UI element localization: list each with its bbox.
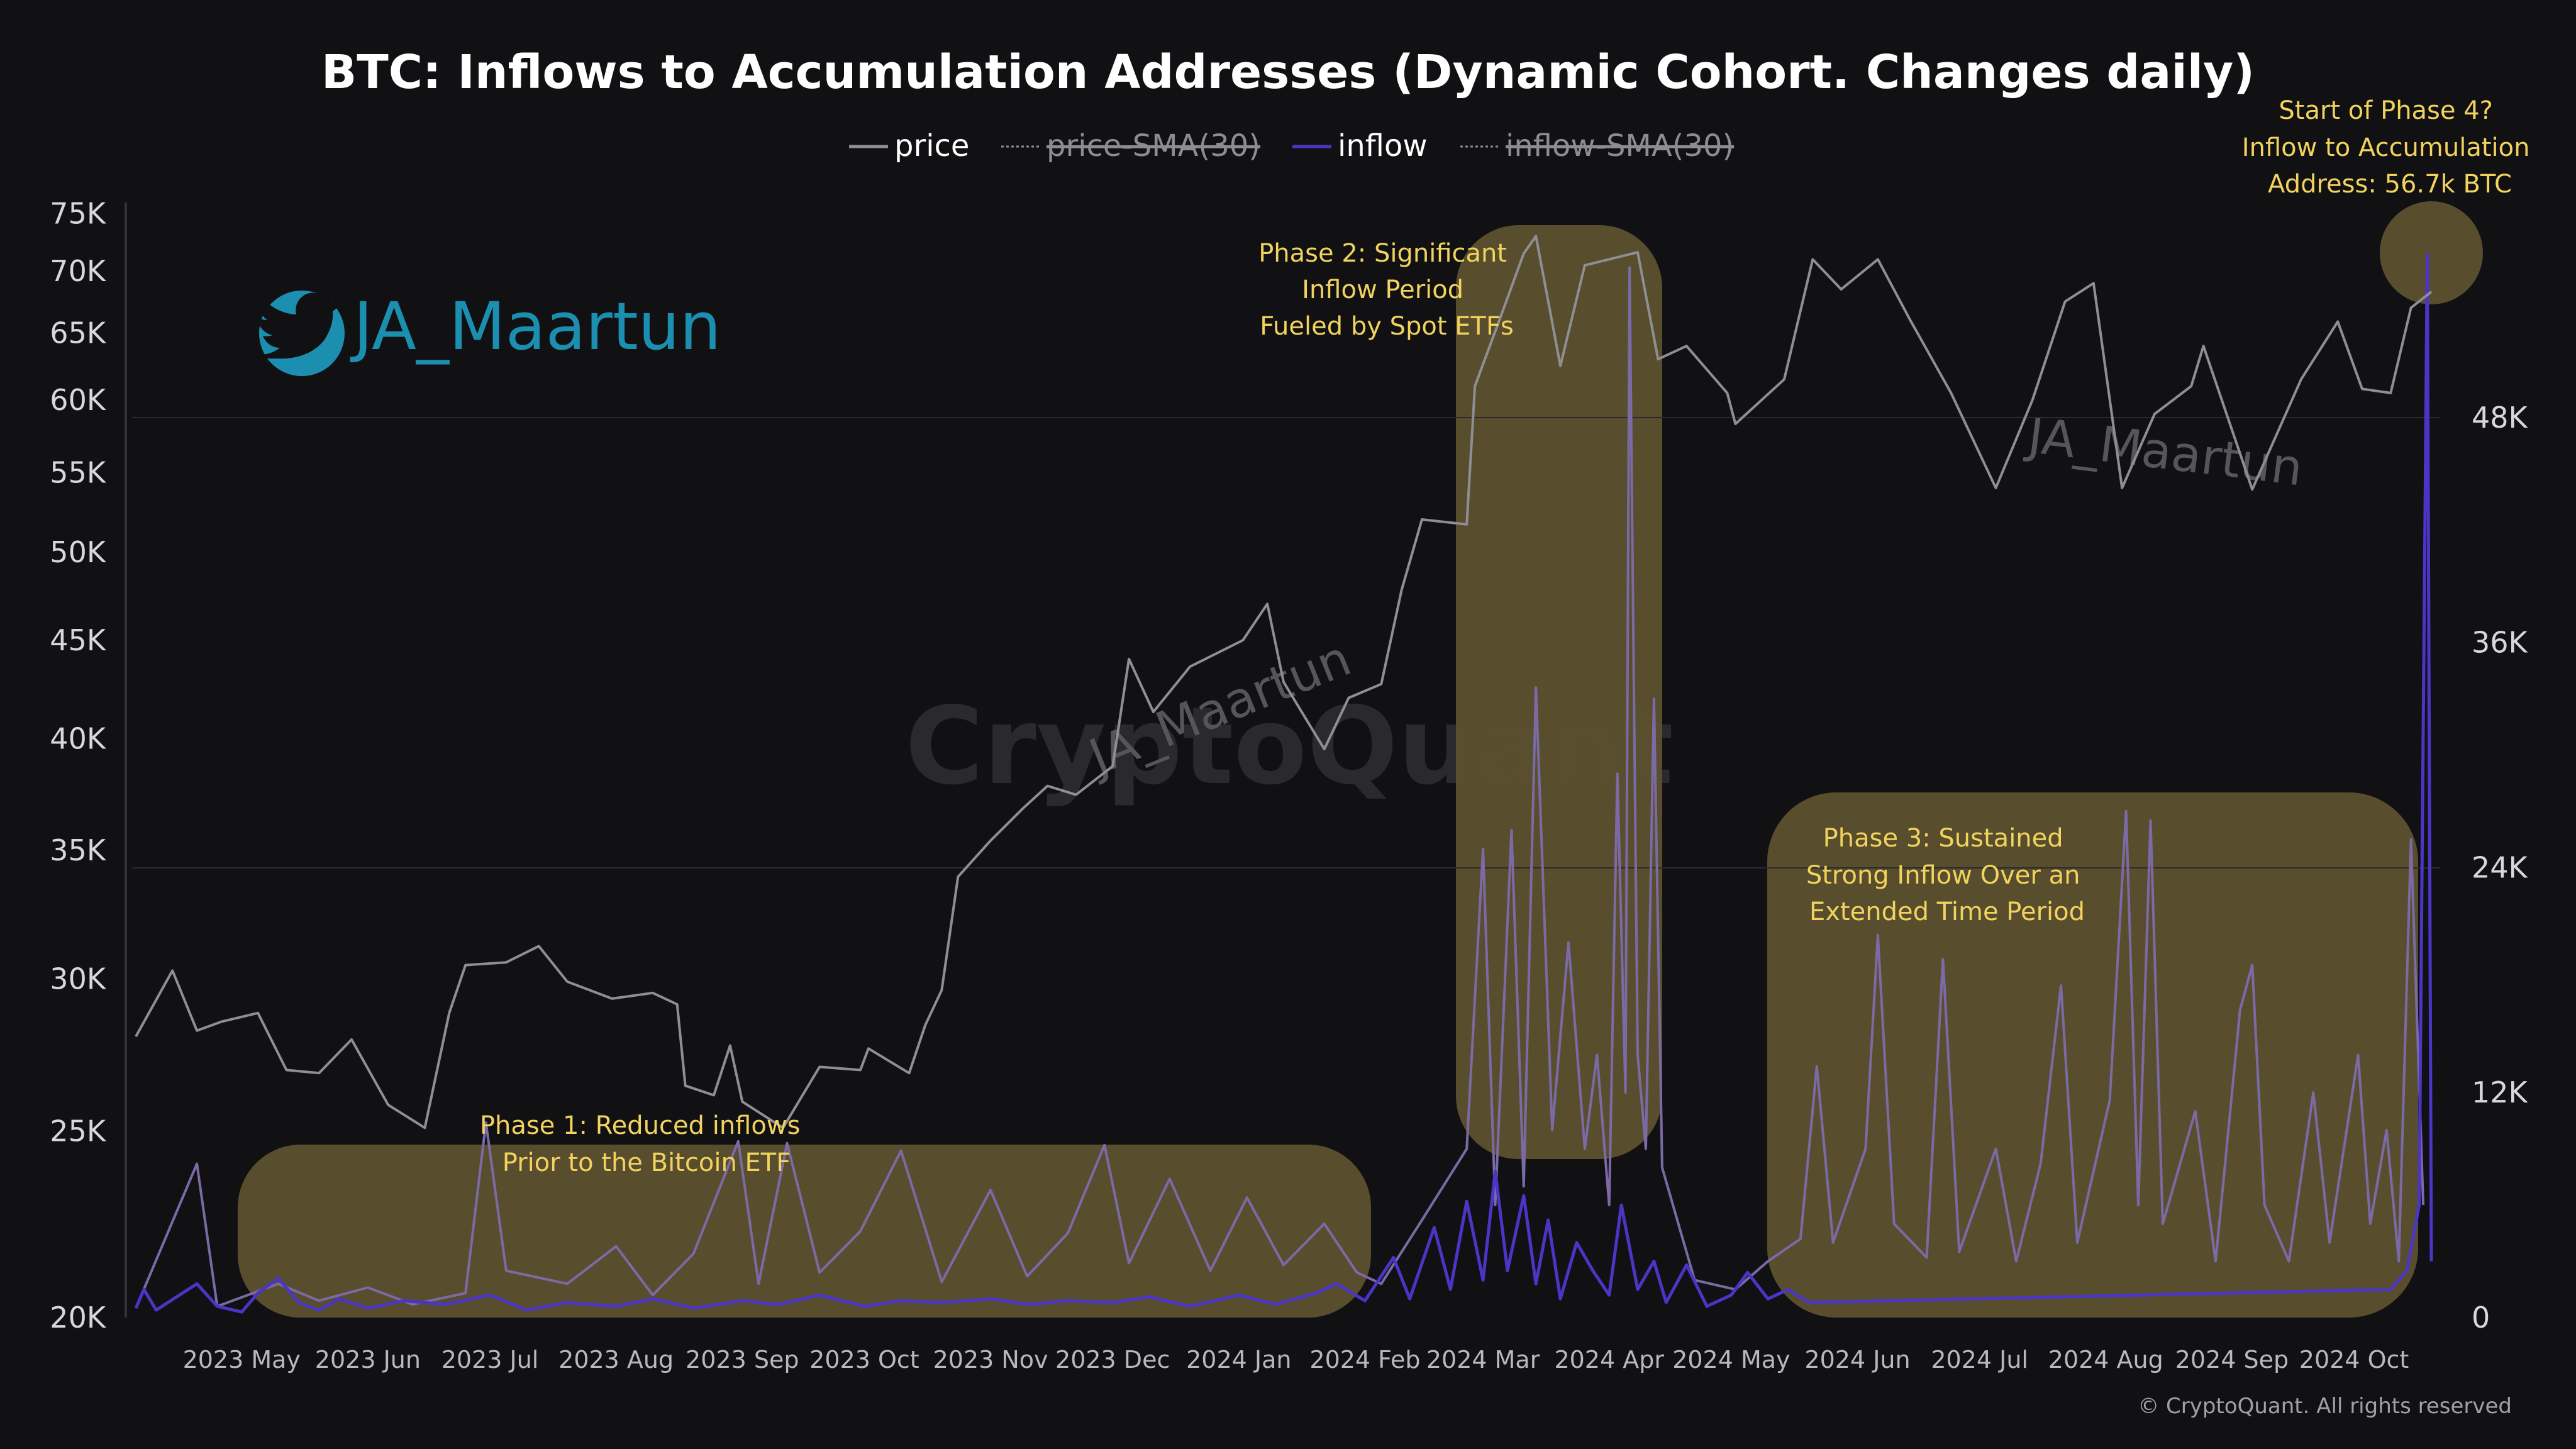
x-tick-label: 2024 Sep [2175,1346,2289,1374]
annotation-phase2: Phase 2: Significant Inflow Period Fuele… [1258,239,1515,341]
series-line-inflow [134,252,2433,1314]
y-right-tick-label: 36K [2472,626,2529,660]
legend-item-price[interactable]: price [849,128,969,164]
y-left-tick-label: 45K [50,623,107,657]
annotation-phase3-line1: Phase 3: Sustained [1823,824,2063,853]
y-left-tick-label: 70K [50,254,107,288]
x-tick-label: 2023 Jul [441,1346,539,1374]
y-left-tick-label: 25K [50,1114,107,1148]
right-axis-ticks: 0 12K 24K 36K 48K [2472,401,2529,1335]
phase4-marker [2380,201,2483,304]
y-left-tick-label: 60K [50,383,107,417]
x-tick-label: 2024 Oct [2299,1346,2409,1374]
x-tick-label: 2023 Oct [809,1346,919,1374]
legend-label-price: price [894,128,969,164]
annotation-phase4-line1: Start of Phase 4? [2279,96,2493,125]
annotation-phase4-line2: Inflow to Accumulation [2242,133,2530,162]
left-axis-ticks: 20K 25K 30K 35K 40K 45K 50K 55K 60K 65K 70K 75K [50,197,107,1335]
x-tick-label: 2024 Jan [1186,1346,1291,1374]
y-left-tick-label: 65K [50,316,107,350]
chart-title: BTC: Inflows to Accumulation Addresses (… [321,45,2255,99]
x-tick-label: 2023 Aug [558,1346,674,1374]
y-right-tick-label: 48K [2472,401,2529,435]
legend-item-inflow[interactable]: inflow [1292,128,1428,164]
x-tick-label: 2024 Apr [1554,1346,1664,1374]
x-tick-label: 2023 Nov [933,1346,1048,1374]
x-tick-label: 2023 May [183,1346,301,1374]
legend-item-inflow-sma[interactable]: inflow-SMA(30) [1460,128,1734,164]
y-left-tick-label: 35K [50,833,107,867]
twitter-handle: JA_Maartun [257,288,721,376]
y-right-tick-label: 0 [2472,1301,2490,1335]
annotation-phase4-line3: Address: 56.7k BTC [2268,170,2512,199]
annotation-phase4: Start of Phase 4? Inflow to Accumulation… [2242,96,2538,199]
annotation-phase3-line3: Extended Time Period [1809,897,2085,926]
x-tick-label: 2024 Jun [1804,1346,1910,1374]
twitter-bird-shape [257,292,343,359]
phase1-box [238,1145,1371,1318]
y-right-tick-label: 24K [2472,850,2529,884]
y-left-tick-label: 75K [50,197,107,231]
annotation-phase2-line3: Fueled by Spot ETFs [1260,312,1514,341]
x-tick-label: 2023 Jun [315,1346,421,1374]
x-tick-label: 2024 Mar [1426,1346,1540,1374]
x-axis-ticks: 2023 May 2023 Jun 2023 Jul 2023 Aug 2023 Sep… [183,1346,2409,1374]
x-tick-label: 2024 May [1672,1346,1790,1374]
x-tick-label: 2024 Jul [1931,1346,2028,1374]
annotation-phase3-line2: Strong Inflow Over an [1806,861,2080,890]
series-line-inflow-sma [135,266,2425,1309]
y-left-tick-label: 40K [50,721,107,755]
legend-label-price-sma: price-SMA(30) [1046,128,1260,164]
x-tick-label: 2023 Sep [686,1346,799,1374]
annotation-phase3: Phase 3: Sustained Strong Inflow Over an… [1806,824,2088,926]
y-left-tick-label: 55K [50,456,107,490]
y-right-tick-label: 12K [2472,1075,2529,1109]
series-line-price [135,235,2433,1130]
y-left-tick-label: 50K [50,535,107,569]
annotation-phase2-line2: Inflow Period [1302,275,1463,304]
annotation-phase1-line2: Prior to the Bitcoin ETF [502,1148,791,1177]
twitter-handle-text: JA_Maartun [350,288,721,365]
legend-label-inflow-sma: inflow-SMA(30) [1506,128,1734,164]
x-tick-label: 2024 Feb [1309,1346,1420,1374]
x-tick-label: 2023 Dec [1055,1346,1170,1374]
copyright: © CryptoQuant. All rights reserved [2138,1394,2512,1419]
legend-item-price-sma[interactable]: price-SMA(30) [1001,128,1260,164]
y-left-tick-label: 20K [50,1301,107,1335]
legend-label-inflow: inflow [1338,128,1428,164]
annotation-phase1: Phase 1: Reduced inflows Prior to the Bi… [480,1111,808,1177]
annotation-phase2-line1: Phase 2: Significant [1258,239,1507,268]
y-left-tick-label: 30K [50,962,107,996]
legend: price price-SMA(30) inflow inflow-SMA(30… [849,128,1734,164]
annotation-phase1-line1: Phase 1: Reduced inflows [480,1111,801,1140]
x-tick-label: 2024 Aug [2048,1346,2163,1374]
